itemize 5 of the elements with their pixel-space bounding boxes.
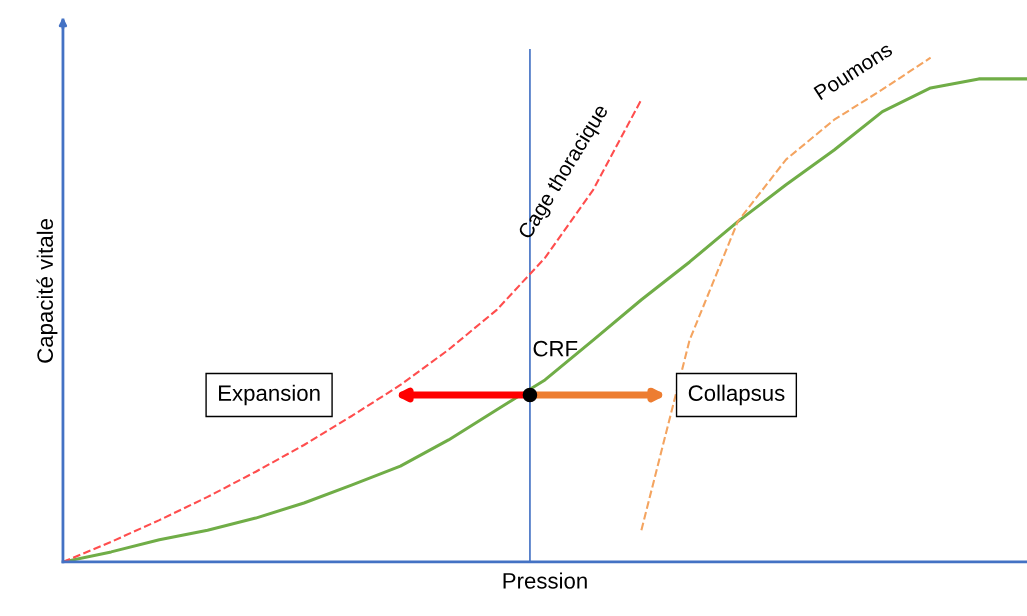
y-axis-title: Capacité vitale — [36, 219, 58, 363]
annotation: CRF — [533, 340, 578, 357]
annotation: Expansion — [219, 384, 320, 406]
x-axis-title: Pression — [503, 572, 587, 589]
annotation: Collapsus — [688, 384, 785, 406]
